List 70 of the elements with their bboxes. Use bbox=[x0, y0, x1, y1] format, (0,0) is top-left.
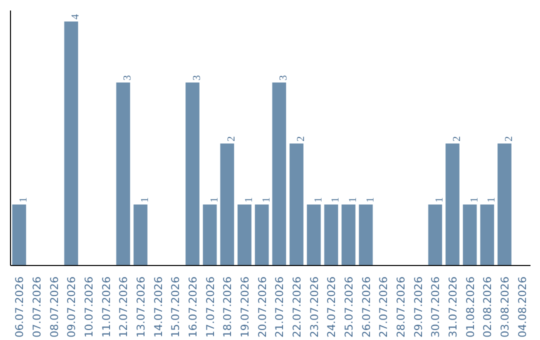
bar bbox=[480, 204, 494, 266]
x-tick-label: 24.07.2026 bbox=[325, 276, 338, 338]
x-tick-label: 31.07.2026 bbox=[446, 276, 460, 338]
x-tick-label: 17.07.2026 bbox=[204, 276, 217, 338]
bar bbox=[134, 204, 148, 266]
data-label: 2 bbox=[504, 136, 515, 142]
data-label: 2 bbox=[452, 136, 463, 142]
bar bbox=[324, 204, 338, 266]
x-tick-label: 27.07.2026 bbox=[377, 276, 390, 338]
data-label: 1 bbox=[434, 197, 446, 202]
x-tick-label: 11.07.2026 bbox=[100, 276, 113, 338]
x-tick-label: 04.08.2026 bbox=[516, 276, 529, 338]
data-label: 4 bbox=[70, 13, 82, 20]
data-label: 2 bbox=[226, 136, 238, 142]
bar bbox=[462, 204, 477, 266]
data-label: 1 bbox=[469, 197, 480, 202]
data-label: 2 bbox=[296, 136, 307, 142]
x-tick-label: 18.07.2026 bbox=[221, 276, 234, 338]
x-tick-label: 30.07.2026 bbox=[429, 276, 442, 338]
bar bbox=[290, 143, 304, 266]
x-tick-label: 20.07.2026 bbox=[256, 276, 269, 338]
x-tick-label: 28.07.2026 bbox=[394, 276, 408, 338]
x-tick-label: 12.07.2026 bbox=[117, 276, 130, 338]
data-label: 1 bbox=[209, 197, 220, 202]
x-tick-label: 16.07.2026 bbox=[186, 276, 200, 338]
x-tick-label: 15.07.2026 bbox=[169, 276, 182, 338]
x-tick-label: 14.07.2026 bbox=[152, 276, 165, 338]
x-tick-label: 09.07.2026 bbox=[65, 276, 78, 338]
x-tick-label: 25.07.2026 bbox=[342, 276, 356, 338]
data-label: 1 bbox=[18, 197, 30, 202]
bar bbox=[358, 204, 373, 266]
data-label: 1 bbox=[261, 197, 272, 202]
x-tick-label: 08.07.2026 bbox=[48, 276, 61, 338]
bar bbox=[446, 143, 460, 266]
bar bbox=[238, 204, 252, 266]
data-label: 1 bbox=[486, 197, 498, 202]
x-tick-label: 06.07.2026 bbox=[13, 276, 26, 338]
data-label: 3 bbox=[192, 75, 203, 80]
bar bbox=[306, 204, 321, 266]
bar bbox=[220, 143, 234, 266]
bar bbox=[272, 82, 286, 266]
bar bbox=[254, 204, 269, 266]
x-tick-label: 29.07.2026 bbox=[412, 276, 425, 338]
bar bbox=[498, 143, 512, 266]
bar bbox=[64, 21, 78, 266]
x-tick-label: 02.08.2026 bbox=[481, 276, 494, 338]
bar bbox=[202, 204, 217, 266]
x-tick-label: 13.07.2026 bbox=[134, 276, 148, 338]
x-tick-label: 10.07.2026 bbox=[82, 276, 96, 338]
data-label: 1 bbox=[348, 197, 359, 202]
bar bbox=[428, 204, 442, 266]
x-tick-label: 07.07.2026 bbox=[30, 276, 44, 338]
data-label: 1 bbox=[244, 197, 255, 202]
bar bbox=[342, 204, 356, 266]
data-label: 1 bbox=[140, 197, 151, 202]
data-label: 1 bbox=[313, 197, 324, 202]
bar bbox=[186, 82, 200, 266]
bar bbox=[116, 82, 130, 266]
bar bbox=[12, 204, 26, 266]
x-tick-label: 22.07.2026 bbox=[290, 276, 304, 338]
x-tick-label: 19.07.2026 bbox=[238, 276, 252, 338]
x-tick-label: 03.08.2026 bbox=[498, 276, 512, 338]
data-label: 1 bbox=[365, 197, 376, 202]
x-tick-label: 23.07.2026 bbox=[308, 276, 321, 338]
x-tick-label: 26.07.2026 bbox=[360, 276, 373, 338]
data-label: 3 bbox=[278, 75, 290, 80]
x-tick-label: 21.07.2026 bbox=[273, 276, 286, 338]
data-label: 3 bbox=[122, 75, 134, 80]
x-tick-label: 01.08.2026 bbox=[464, 276, 477, 338]
data-label: 1 bbox=[330, 197, 342, 202]
